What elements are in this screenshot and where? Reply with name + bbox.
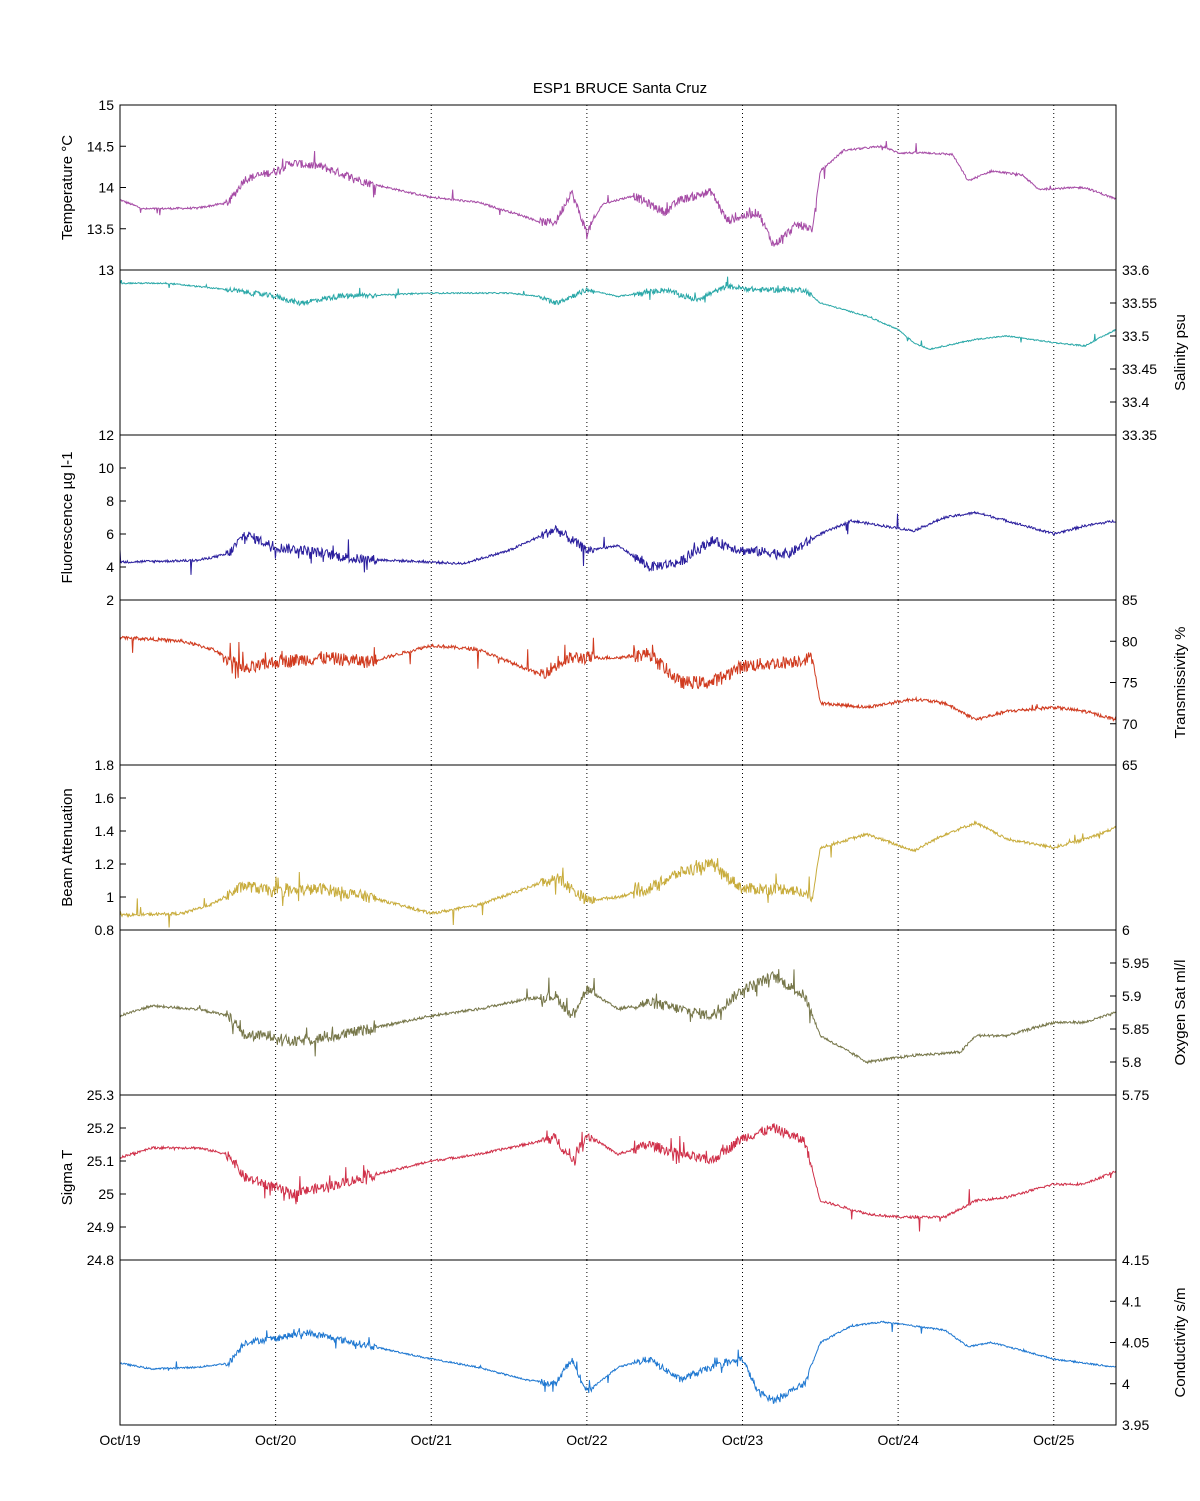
- x-tick-label-1: Oct/20: [255, 1432, 296, 1448]
- y-tick-label-salinity-1: 33.4: [1122, 394, 1149, 410]
- panel-fluorescence: 2 4 6 8 10 12 Fluorescence µg l-1: [59, 427, 1117, 608]
- y-tick-label-temperature-3: 14.5: [87, 138, 114, 154]
- y-tick-label-oxygen_sat-5: 6: [1122, 922, 1130, 938]
- y-tick-label-beam_attenuation-2: 1.2: [95, 856, 115, 872]
- panel-conductivity: 3.95 4 4.05 4.1 4.15 Conductivity s/m: [119, 1252, 1189, 1433]
- panel-oxygen_sat: 5.75 5.8 5.85 5.9 5.95 6 Oxygen Sat ml/l: [119, 922, 1189, 1103]
- series-line-fluorescence: [119, 510, 1117, 575]
- y-tick-label-conductivity-4: 4.15: [1122, 1252, 1149, 1268]
- y-tick-label-fluorescence-5: 12: [98, 427, 114, 443]
- series-line-sigma_t: [119, 1123, 1117, 1232]
- panel-beam_attenuation: 0.8 1 1.2 1.4 1.6 1.8 Beam Attenuation: [59, 757, 1117, 938]
- y-tick-label-salinity-4: 33.55: [1122, 295, 1157, 311]
- y-tick-label-sigma_t-5: 25.3: [87, 1087, 114, 1103]
- y-tick-label-temperature-2: 14: [98, 180, 114, 196]
- series-line-transmissivity: [119, 635, 1117, 722]
- y-tick-label-sigma_t-3: 25.1: [87, 1153, 114, 1169]
- panel-sigma_t: 24.8 24.9 25 25.1 25.2 25.3 Sigma T: [59, 1087, 1117, 1268]
- series-line-conductivity: [119, 1320, 1117, 1405]
- y-tick-label-conductivity-0: 3.95: [1122, 1417, 1149, 1433]
- y-axis-label-conductivity: Conductivity s/m: [1172, 1287, 1189, 1397]
- y-tick-label-fluorescence-0: 2: [106, 592, 114, 608]
- y-tick-label-beam_attenuation-5: 1.8: [95, 757, 115, 773]
- y-tick-label-temperature-4: 15: [98, 97, 114, 113]
- x-axis: Oct/19 Oct/20 Oct/21 Oct/22 Oct/23 Oct/24 Oct/…: [99, 1432, 1074, 1448]
- y-tick-label-salinity-3: 33.5: [1122, 328, 1149, 344]
- y-tick-label-beam_attenuation-3: 1.4: [95, 823, 115, 839]
- y-tick-label-salinity-0: 33.35: [1122, 427, 1157, 443]
- y-tick-label-oxygen_sat-3: 5.9: [1122, 988, 1142, 1004]
- y-tick-label-oxygen_sat-0: 5.75: [1122, 1087, 1149, 1103]
- y-axis-label-sigma_t: Sigma T: [59, 1150, 76, 1206]
- y-axis-label-beam_attenuation: Beam Attenuation: [59, 788, 76, 906]
- x-tick-label-0: Oct/19: [99, 1432, 140, 1448]
- y-tick-label-conductivity-1: 4: [1122, 1376, 1130, 1392]
- y-tick-label-transmissivity-3: 80: [1122, 633, 1138, 649]
- y-tick-label-oxygen_sat-4: 5.95: [1122, 955, 1149, 971]
- series-line-beam_attenuation: [119, 820, 1117, 928]
- x-tick-label-4: Oct/23: [722, 1432, 763, 1448]
- chart-title: ESP1 BRUCE Santa Cruz: [533, 80, 707, 97]
- x-tick-label-3: Oct/22: [566, 1432, 607, 1448]
- y-tick-label-transmissivity-2: 75: [1122, 675, 1138, 691]
- y-tick-label-salinity-2: 33.45: [1122, 361, 1157, 377]
- series-line-oxygen_sat: [119, 969, 1117, 1065]
- y-axis-label-salinity: Salinity psu: [1172, 314, 1189, 391]
- y-tick-label-fluorescence-2: 6: [106, 526, 114, 542]
- series-line-salinity: [119, 276, 1117, 351]
- y-tick-label-salinity-5: 33.6: [1122, 262, 1149, 278]
- x-tick-label-5: Oct/24: [878, 1432, 919, 1448]
- y-tick-label-conductivity-2: 4.05: [1122, 1335, 1149, 1351]
- y-axis-label-temperature: Temperature °C: [59, 135, 76, 240]
- y-tick-label-transmissivity-4: 85: [1122, 592, 1138, 608]
- y-tick-label-temperature-1: 13.5: [87, 221, 114, 237]
- y-tick-label-temperature-0: 13: [98, 262, 114, 278]
- y-axis-label-fluorescence: Fluorescence µg l-1: [59, 451, 76, 583]
- x-tick-label-6: Oct/25: [1033, 1432, 1074, 1448]
- y-tick-label-beam_attenuation-0: 0.8: [95, 922, 115, 938]
- y-axis-label-oxygen_sat: Oxygen Sat ml/l: [1172, 960, 1189, 1066]
- y-tick-label-conductivity-3: 4.1: [1122, 1293, 1142, 1309]
- series-line-temperature: [119, 141, 1117, 247]
- y-tick-label-transmissivity-0: 65: [1122, 757, 1138, 773]
- y-tick-label-sigma_t-4: 25.2: [87, 1120, 114, 1136]
- x-tick-label-2: Oct/21: [411, 1432, 452, 1448]
- y-tick-label-fluorescence-3: 8: [106, 493, 114, 509]
- y-tick-label-oxygen_sat-2: 5.85: [1122, 1021, 1149, 1037]
- y-tick-label-sigma_t-0: 24.8: [87, 1252, 114, 1268]
- y-axis-label-transmissivity: Transmissivity %: [1172, 627, 1189, 739]
- y-tick-label-sigma_t-1: 24.9: [87, 1219, 114, 1235]
- y-tick-label-beam_attenuation-4: 1.6: [95, 790, 115, 806]
- y-tick-label-fluorescence-1: 4: [106, 559, 114, 575]
- y-tick-label-fluorescence-4: 10: [98, 460, 114, 476]
- y-tick-label-sigma_t-2: 25: [98, 1186, 114, 1202]
- y-tick-label-transmissivity-1: 70: [1122, 716, 1138, 732]
- y-tick-label-beam_attenuation-1: 1: [106, 889, 114, 905]
- y-tick-label-oxygen_sat-1: 5.8: [1122, 1054, 1142, 1070]
